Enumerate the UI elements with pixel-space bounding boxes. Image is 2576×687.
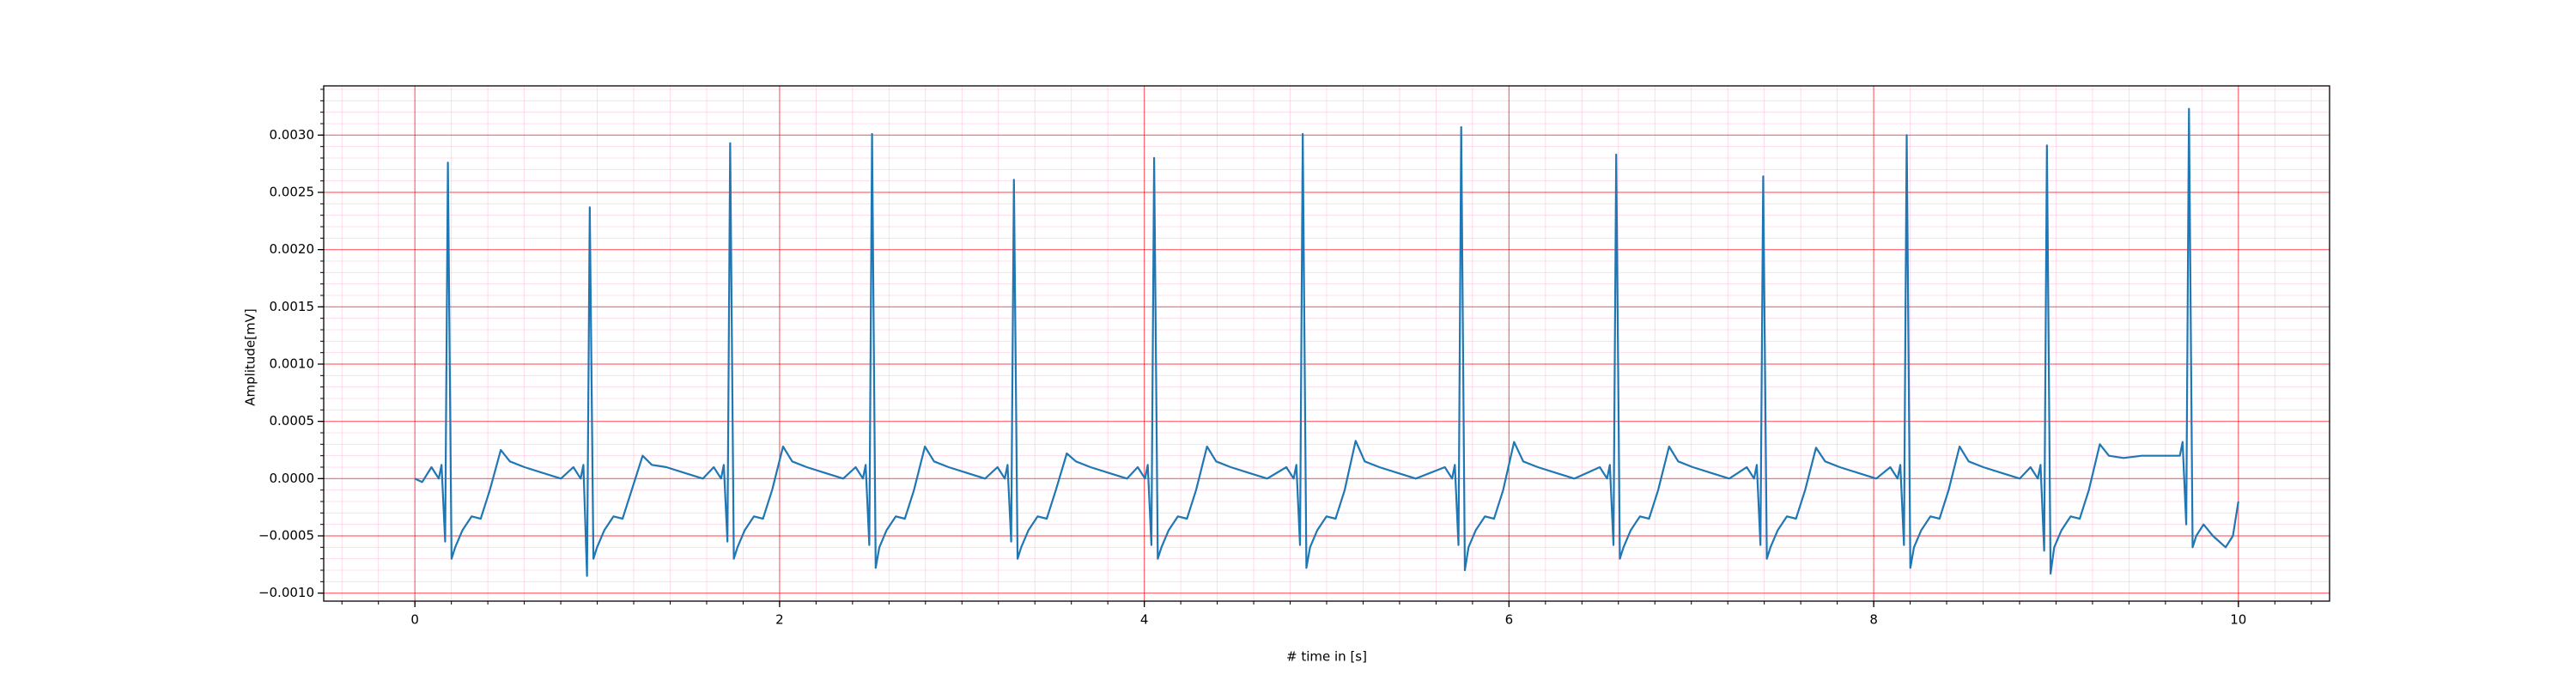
x-tick-label: 10 bbox=[2230, 612, 2246, 628]
ecg-line bbox=[414, 107, 2239, 577]
y-tick-label: −0.0005 bbox=[258, 528, 314, 544]
y-tick-label: 0.0030 bbox=[270, 127, 315, 143]
y-axis-label: Amplitude[mV] bbox=[243, 308, 258, 405]
y-tick-label: 0.0005 bbox=[270, 413, 315, 429]
x-tick-label: 8 bbox=[1869, 612, 1878, 628]
x-tick-label: 6 bbox=[1505, 612, 1514, 628]
y-tick-label: 0.0025 bbox=[270, 185, 315, 200]
x-tick-label: 2 bbox=[775, 612, 784, 628]
plot-frame bbox=[323, 85, 2330, 602]
y-tick-label: −0.0010 bbox=[258, 585, 314, 600]
x-axis-label: # time in [s] bbox=[1286, 649, 1367, 665]
y-tick-label: 0.0020 bbox=[270, 241, 315, 257]
x-tick-label: 0 bbox=[410, 612, 419, 628]
y-tick-label: 0.0000 bbox=[270, 471, 315, 486]
x-tick-label: 4 bbox=[1140, 612, 1149, 628]
y-tick-label: 0.0015 bbox=[270, 299, 315, 314]
y-tick-label: 0.0010 bbox=[270, 356, 315, 372]
